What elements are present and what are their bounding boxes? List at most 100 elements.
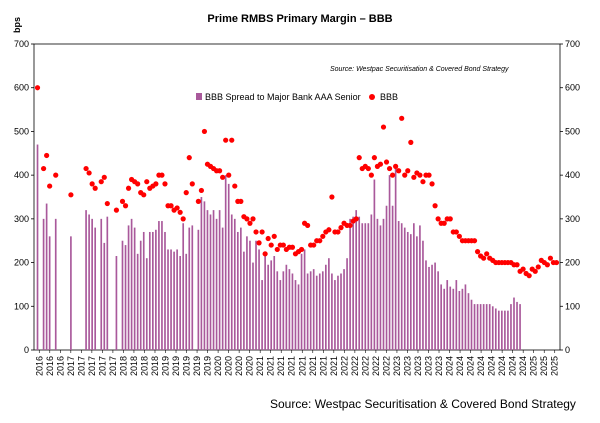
bar bbox=[455, 280, 458, 350]
point bbox=[271, 233, 277, 239]
point bbox=[453, 229, 459, 235]
point bbox=[368, 172, 374, 178]
y-tick-label-left: 500 bbox=[14, 126, 29, 136]
point bbox=[259, 229, 265, 235]
point bbox=[177, 209, 183, 215]
bar bbox=[158, 221, 160, 350]
point bbox=[141, 192, 147, 198]
bar bbox=[100, 218, 103, 350]
bar bbox=[45, 203, 48, 350]
bar bbox=[403, 227, 406, 350]
footer-source: Source: Westpac Securitisation & Covered… bbox=[270, 397, 576, 411]
point bbox=[335, 229, 341, 235]
point bbox=[386, 165, 393, 172]
legend: BBB Spread to Major Bank AAA Senior BBB bbox=[196, 92, 398, 102]
x-tick-label: 2024 bbox=[445, 356, 455, 376]
x-tick-label: 2016 bbox=[34, 356, 44, 376]
point bbox=[125, 185, 132, 191]
bar bbox=[218, 210, 221, 350]
bar bbox=[364, 223, 367, 350]
bar bbox=[303, 249, 306, 350]
point bbox=[119, 198, 126, 204]
bar bbox=[397, 221, 400, 350]
bar bbox=[413, 223, 415, 350]
point bbox=[40, 165, 47, 172]
x-tick-label: 2019 bbox=[161, 356, 171, 376]
point bbox=[399, 115, 405, 121]
y-tick-label-right: 600 bbox=[565, 83, 580, 93]
y-tick-label-left: 400 bbox=[14, 170, 29, 180]
bar bbox=[373, 179, 376, 350]
point bbox=[320, 233, 326, 239]
bar bbox=[88, 214, 90, 350]
bar bbox=[249, 240, 251, 350]
bar bbox=[188, 227, 191, 350]
point bbox=[280, 242, 286, 248]
bar bbox=[416, 236, 418, 350]
bar bbox=[473, 304, 476, 350]
bar bbox=[491, 306, 494, 350]
bar bbox=[258, 249, 260, 350]
point bbox=[217, 168, 223, 174]
bar bbox=[176, 249, 178, 350]
x-tick-label: 2021 bbox=[308, 356, 318, 376]
y-tick-label-right: 700 bbox=[565, 39, 580, 49]
bar bbox=[343, 269, 345, 350]
bar bbox=[406, 231, 409, 350]
bar bbox=[394, 168, 397, 350]
y-tick-label-right: 0 bbox=[565, 345, 570, 355]
bar bbox=[388, 175, 391, 350]
bar bbox=[507, 310, 509, 350]
point bbox=[223, 137, 229, 143]
point bbox=[53, 172, 59, 178]
bar bbox=[340, 273, 342, 350]
y-tick-label-left: 300 bbox=[14, 214, 29, 224]
point bbox=[535, 264, 541, 270]
bar bbox=[230, 214, 233, 350]
chart-title: Prime RMBS Primary Margin – BBB bbox=[207, 13, 392, 25]
point bbox=[441, 220, 447, 226]
bar bbox=[179, 256, 181, 350]
point bbox=[481, 255, 487, 261]
bar bbox=[452, 288, 455, 350]
bar bbox=[324, 264, 327, 350]
point bbox=[547, 255, 554, 261]
point bbox=[168, 203, 174, 209]
bar bbox=[94, 227, 97, 350]
x-tick-label: 2023 bbox=[424, 356, 434, 376]
bar bbox=[355, 210, 358, 350]
point bbox=[238, 198, 244, 204]
x-tick-label: 2024 bbox=[508, 356, 518, 376]
bar bbox=[106, 216, 109, 350]
bar bbox=[85, 210, 87, 350]
point bbox=[83, 165, 89, 172]
x-tick-label: 2021 bbox=[276, 356, 286, 376]
point bbox=[220, 174, 226, 180]
point bbox=[338, 225, 344, 231]
bar bbox=[461, 288, 464, 350]
x-tick-label: 2019 bbox=[171, 356, 181, 376]
bar bbox=[409, 234, 412, 350]
bar bbox=[494, 308, 497, 350]
bar bbox=[294, 280, 297, 350]
point bbox=[189, 181, 195, 187]
bar-series bbox=[36, 144, 521, 350]
point bbox=[34, 85, 41, 91]
bar bbox=[236, 231, 239, 350]
y-tick-label-right: 400 bbox=[565, 170, 580, 180]
bar bbox=[36, 144, 39, 350]
point bbox=[420, 179, 426, 185]
point bbox=[305, 222, 311, 229]
x-tick-label: 2021 bbox=[318, 356, 328, 376]
point bbox=[186, 155, 192, 161]
x-tick-label: 2018 bbox=[150, 356, 160, 376]
point bbox=[396, 168, 402, 174]
legend-label-bar: BBB Spread to Major Bank AAA Senior bbox=[205, 92, 361, 102]
x-tick-label: 2017 bbox=[76, 356, 86, 376]
point bbox=[226, 172, 232, 178]
x-tick-label: 2019 bbox=[203, 356, 213, 376]
bar bbox=[370, 214, 373, 350]
bar bbox=[437, 271, 439, 350]
point bbox=[402, 172, 408, 178]
